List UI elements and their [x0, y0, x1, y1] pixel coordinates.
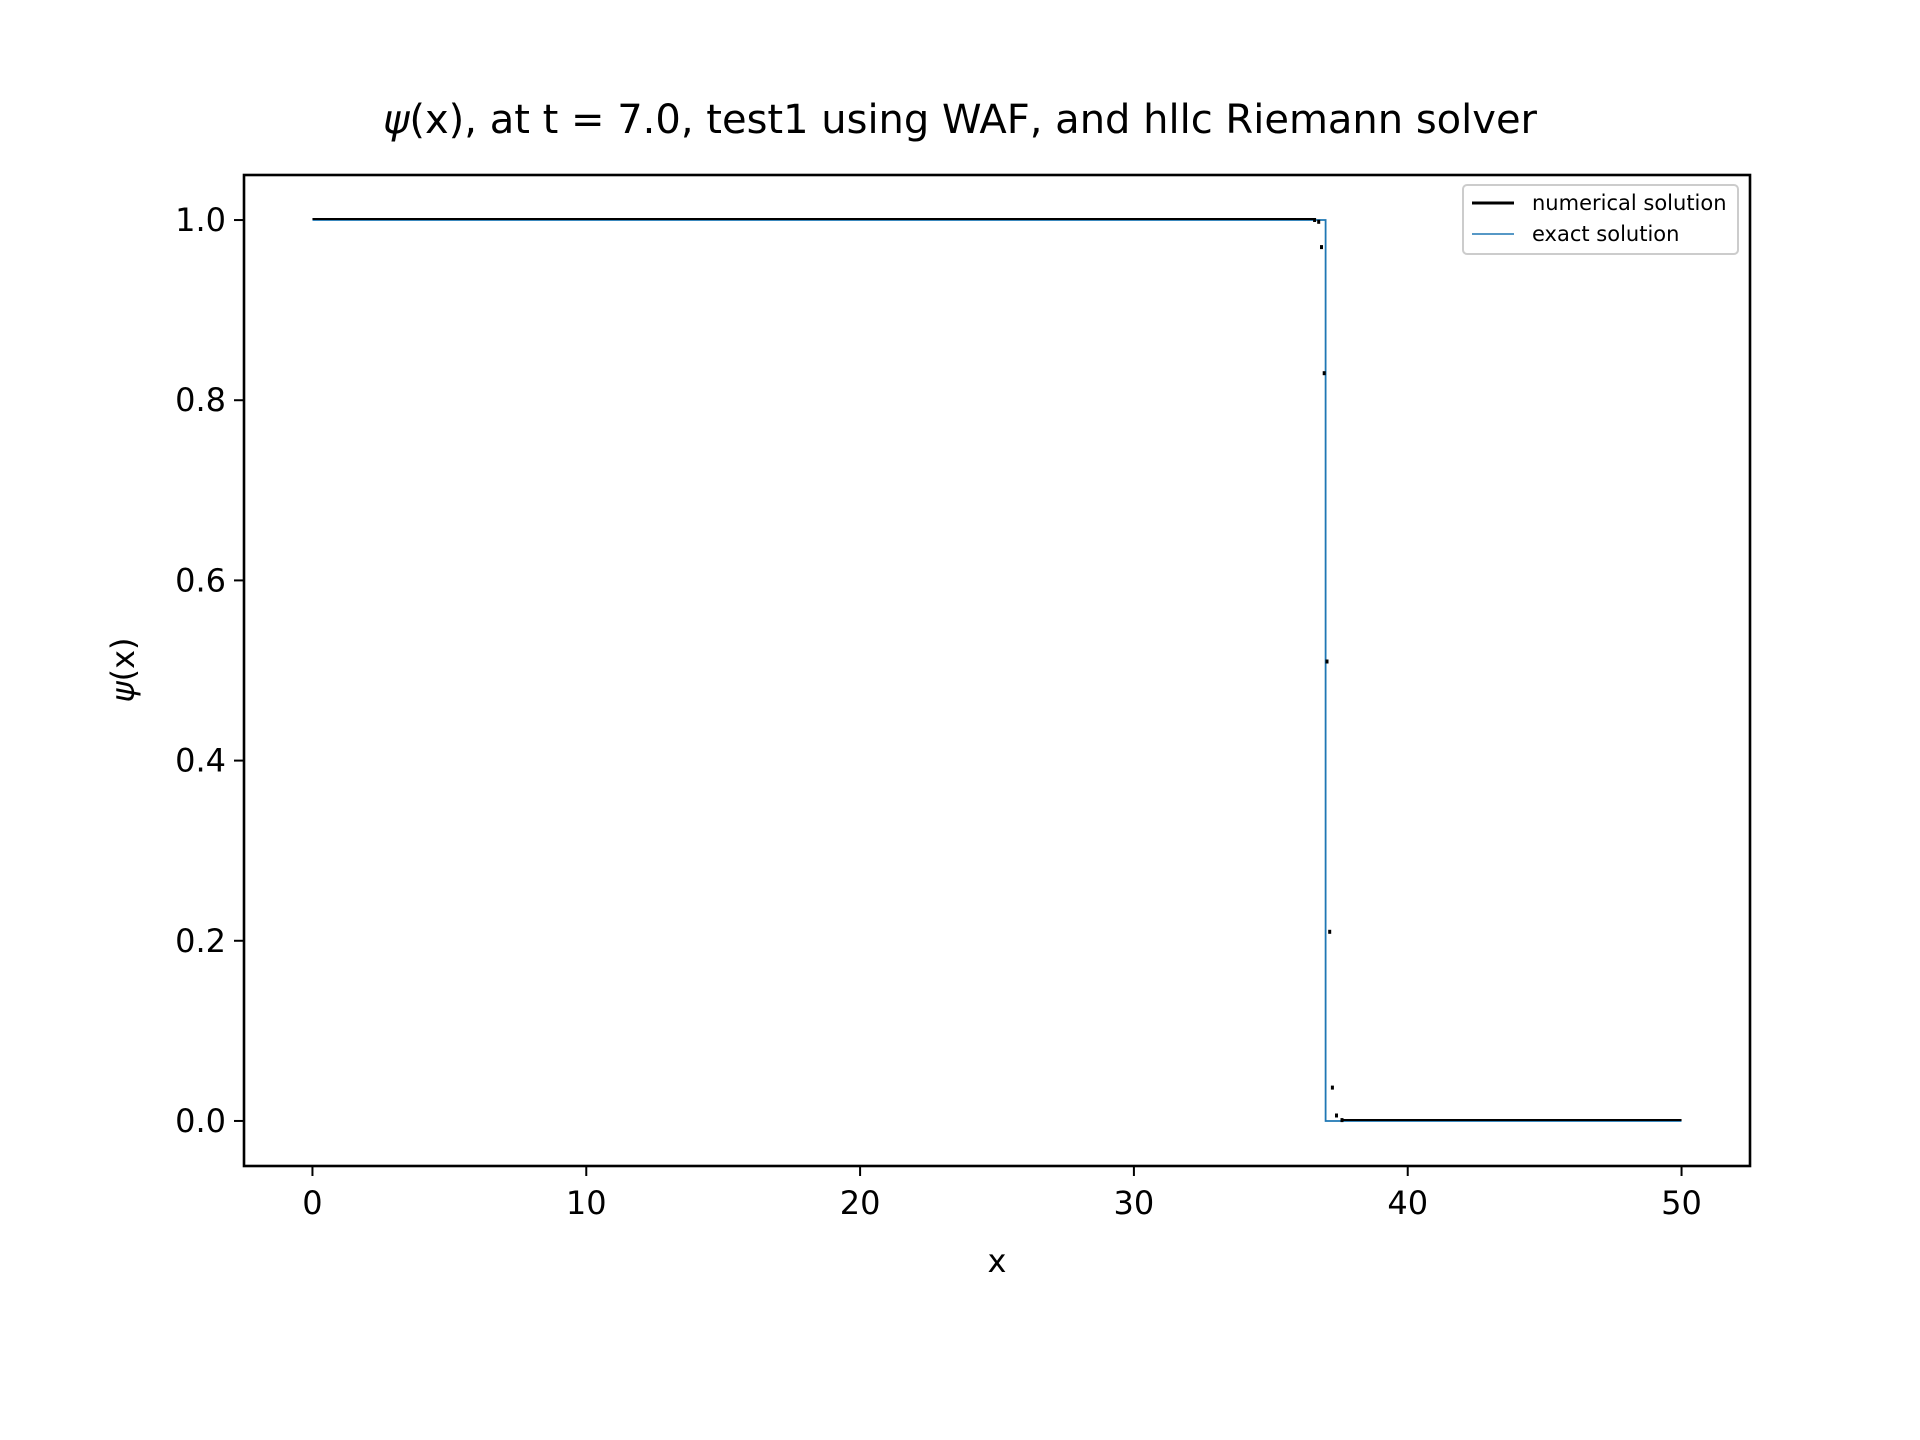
- numerical-point: [1340, 1118, 1344, 1123]
- legend: numerical solution exact solution: [1462, 184, 1739, 255]
- numerical-point: [1313, 218, 1317, 222]
- plot-frame: [242, 173, 1752, 1168]
- plot-area: [312, 218, 1682, 1123]
- legend-label-exact: exact solution: [1532, 222, 1679, 246]
- y-axis: 0.0 0.2 0.4 0.6 0.8 1.0: [175, 201, 244, 1140]
- y-axis-label: ψ(x): [104, 637, 142, 702]
- x-axis-label: x: [988, 1242, 1007, 1280]
- numerical-point: [1330, 1085, 1334, 1090]
- numerical-point: [1325, 659, 1329, 664]
- x-tick-label: 30: [1114, 1184, 1155, 1222]
- legend-label-numerical: numerical solution: [1532, 191, 1727, 215]
- y-tick-label: 0.8: [175, 381, 226, 419]
- numerical-point: [1328, 929, 1332, 934]
- y-tick-label: 0.6: [175, 561, 226, 599]
- y-tick-label: 0.2: [175, 922, 226, 960]
- y-tick-label: 1.0: [175, 201, 226, 239]
- x-tick-label: 50: [1661, 1184, 1702, 1222]
- x-tick-label: 20: [840, 1184, 881, 1222]
- title-psi: ψ: [383, 97, 411, 143]
- x-tick-label: 0: [302, 1184, 322, 1222]
- numerical-point: [1320, 245, 1323, 250]
- y-tick-label: 0.4: [175, 742, 226, 780]
- numerical-point: [1335, 1113, 1338, 1118]
- legend-box: [1462, 184, 1739, 255]
- numerical-point: [1322, 371, 1326, 376]
- y-tick-label: 0.0: [175, 1102, 226, 1140]
- series-line-exact: [312, 219, 1682, 1122]
- numerical-point: [1317, 219, 1321, 224]
- title-text: (x), at t = 7.0, test1 using WAF, and hl…: [409, 97, 1537, 143]
- x-axis: 0 10 20 30 40 50: [302, 1166, 1702, 1222]
- x-tick-label: 40: [1387, 1184, 1428, 1222]
- x-tick-label: 10: [566, 1184, 607, 1222]
- ylabel-psi: ψ: [104, 681, 142, 703]
- ylabel-text: (x): [104, 637, 142, 681]
- chart-title: ψ(x), at t = 7.0, test1 using WAF, and h…: [383, 97, 1538, 143]
